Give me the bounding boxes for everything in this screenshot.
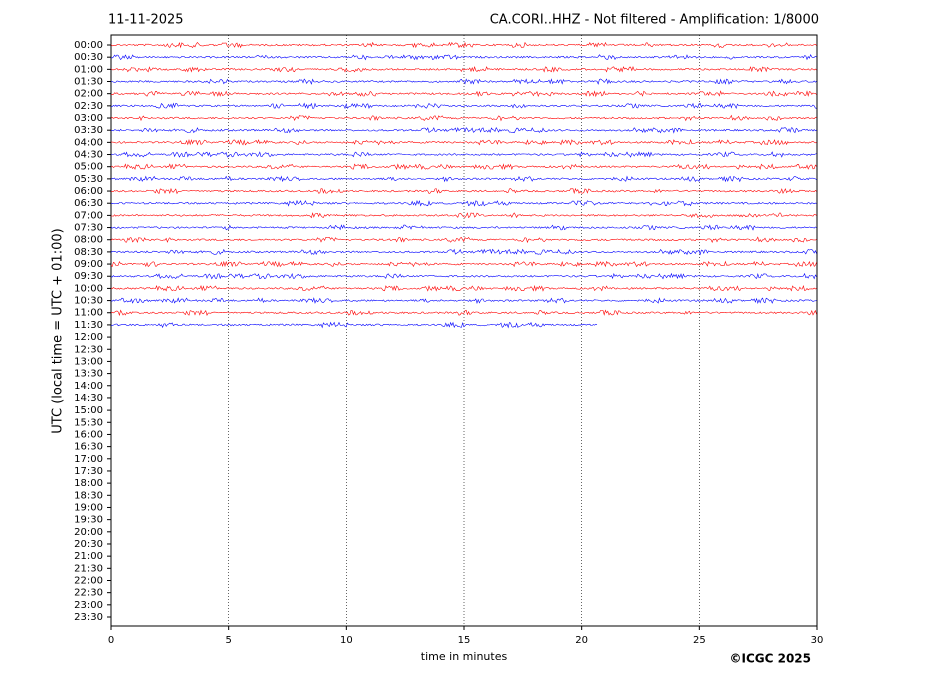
trace bbox=[110, 163, 817, 171]
x-tick-label: 5 bbox=[225, 635, 231, 646]
y-tick-label: 07:30 bbox=[74, 223, 103, 234]
y-tick-label: 13:00 bbox=[74, 356, 103, 367]
trace bbox=[110, 236, 817, 244]
x-tick-label: 30 bbox=[811, 635, 824, 646]
y-tick-label: 18:30 bbox=[74, 490, 103, 501]
y-tick-label: 08:30 bbox=[74, 247, 103, 258]
trace bbox=[111, 138, 817, 146]
trace bbox=[110, 199, 817, 207]
y-tick-label: 11:00 bbox=[74, 308, 103, 319]
y-tick-label: 16:00 bbox=[74, 429, 103, 440]
y-tick-label: 06:00 bbox=[74, 186, 103, 197]
chart-title: CA.CORI..HHZ - Not filtered - Amplificat… bbox=[490, 13, 819, 28]
y-tick-label: 00:30 bbox=[74, 52, 103, 63]
y-tick-label: 18:00 bbox=[74, 478, 103, 489]
x-tick-label: 25 bbox=[693, 635, 706, 646]
y-tick-label: 19:00 bbox=[74, 502, 103, 513]
copyright: ©ICGC 2025 bbox=[729, 652, 811, 666]
y-tick-label: 23:30 bbox=[74, 612, 103, 623]
trace bbox=[111, 102, 817, 110]
y-tick-label: 22:30 bbox=[74, 588, 103, 599]
y-tick-label: 23:00 bbox=[74, 600, 103, 611]
x-tick-label: 10 bbox=[340, 635, 353, 646]
y-tick-label: 10:00 bbox=[74, 283, 103, 294]
trace bbox=[110, 53, 817, 61]
y-tick-label: 20:00 bbox=[74, 527, 103, 538]
y-tick-label: 21:30 bbox=[74, 563, 103, 574]
y-tick-label: 20:30 bbox=[74, 539, 103, 550]
y-tick-label: 15:00 bbox=[74, 405, 103, 416]
y-tick-label: 04:00 bbox=[74, 137, 103, 148]
y-tick-label: 03:00 bbox=[74, 113, 103, 124]
trace bbox=[110, 321, 598, 329]
trace bbox=[110, 272, 817, 280]
x-tick-label: 0 bbox=[108, 635, 114, 646]
trace bbox=[110, 151, 817, 158]
y-tick-label: 16:30 bbox=[74, 442, 103, 453]
trace bbox=[110, 309, 817, 317]
y-tick-label: 07:00 bbox=[74, 210, 103, 221]
y-tick-label: 13:30 bbox=[74, 369, 103, 380]
trace bbox=[110, 175, 817, 183]
y-tick-label: 19:30 bbox=[74, 515, 103, 526]
trace bbox=[110, 212, 817, 219]
y-tick-label: 17:30 bbox=[74, 466, 103, 477]
chart-date: 11-11-2025 bbox=[108, 13, 184, 28]
y-tick-label: 08:00 bbox=[74, 235, 103, 246]
trace bbox=[110, 297, 817, 304]
trace bbox=[110, 224, 817, 231]
trace bbox=[110, 126, 817, 134]
x-axis-label: time in minutes bbox=[421, 650, 508, 663]
y-tick-label: 14:30 bbox=[74, 393, 103, 404]
y-axis-label: UTC (local time = UTC + 01:00) bbox=[51, 228, 66, 433]
trace bbox=[110, 284, 817, 292]
y-tick-label: 22:00 bbox=[74, 575, 103, 586]
x-tick-label: 15 bbox=[458, 635, 471, 646]
y-tick-label: 00:00 bbox=[74, 40, 103, 51]
y-tick-label: 03:30 bbox=[74, 125, 103, 136]
trace bbox=[110, 114, 817, 122]
y-tick-label: 09:00 bbox=[74, 259, 103, 270]
y-tick-label: 02:30 bbox=[74, 101, 103, 112]
y-tick-label: 12:30 bbox=[74, 344, 103, 355]
y-tick-label: 05:30 bbox=[74, 174, 103, 185]
trace bbox=[110, 90, 817, 98]
y-tick-label: 02:00 bbox=[74, 89, 103, 100]
trace bbox=[110, 187, 817, 195]
y-tick-label: 15:30 bbox=[74, 417, 103, 428]
y-tick-label: 12:00 bbox=[74, 332, 103, 343]
trace bbox=[110, 66, 817, 73]
y-tick-label: 04:30 bbox=[74, 150, 103, 161]
trace bbox=[110, 248, 817, 256]
trace bbox=[110, 78, 817, 85]
y-tick-label: 05:00 bbox=[74, 162, 103, 173]
y-tick-label: 10:30 bbox=[74, 296, 103, 307]
x-tick-label: 20 bbox=[575, 635, 588, 646]
y-tick-label: 01:30 bbox=[74, 77, 103, 88]
trace bbox=[110, 41, 817, 49]
trace bbox=[110, 260, 817, 268]
y-tick-label: 14:00 bbox=[74, 381, 103, 392]
y-tick-label: 09:30 bbox=[74, 271, 103, 282]
y-tick-label: 06:30 bbox=[74, 198, 103, 209]
y-tick-label: 21:00 bbox=[74, 551, 103, 562]
y-tick-label: 17:00 bbox=[74, 454, 103, 465]
y-tick-label: 11:30 bbox=[74, 320, 103, 331]
y-tick-label: 01:00 bbox=[74, 64, 103, 75]
